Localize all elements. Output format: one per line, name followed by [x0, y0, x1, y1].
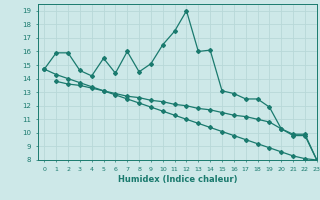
- X-axis label: Humidex (Indice chaleur): Humidex (Indice chaleur): [118, 175, 237, 184]
